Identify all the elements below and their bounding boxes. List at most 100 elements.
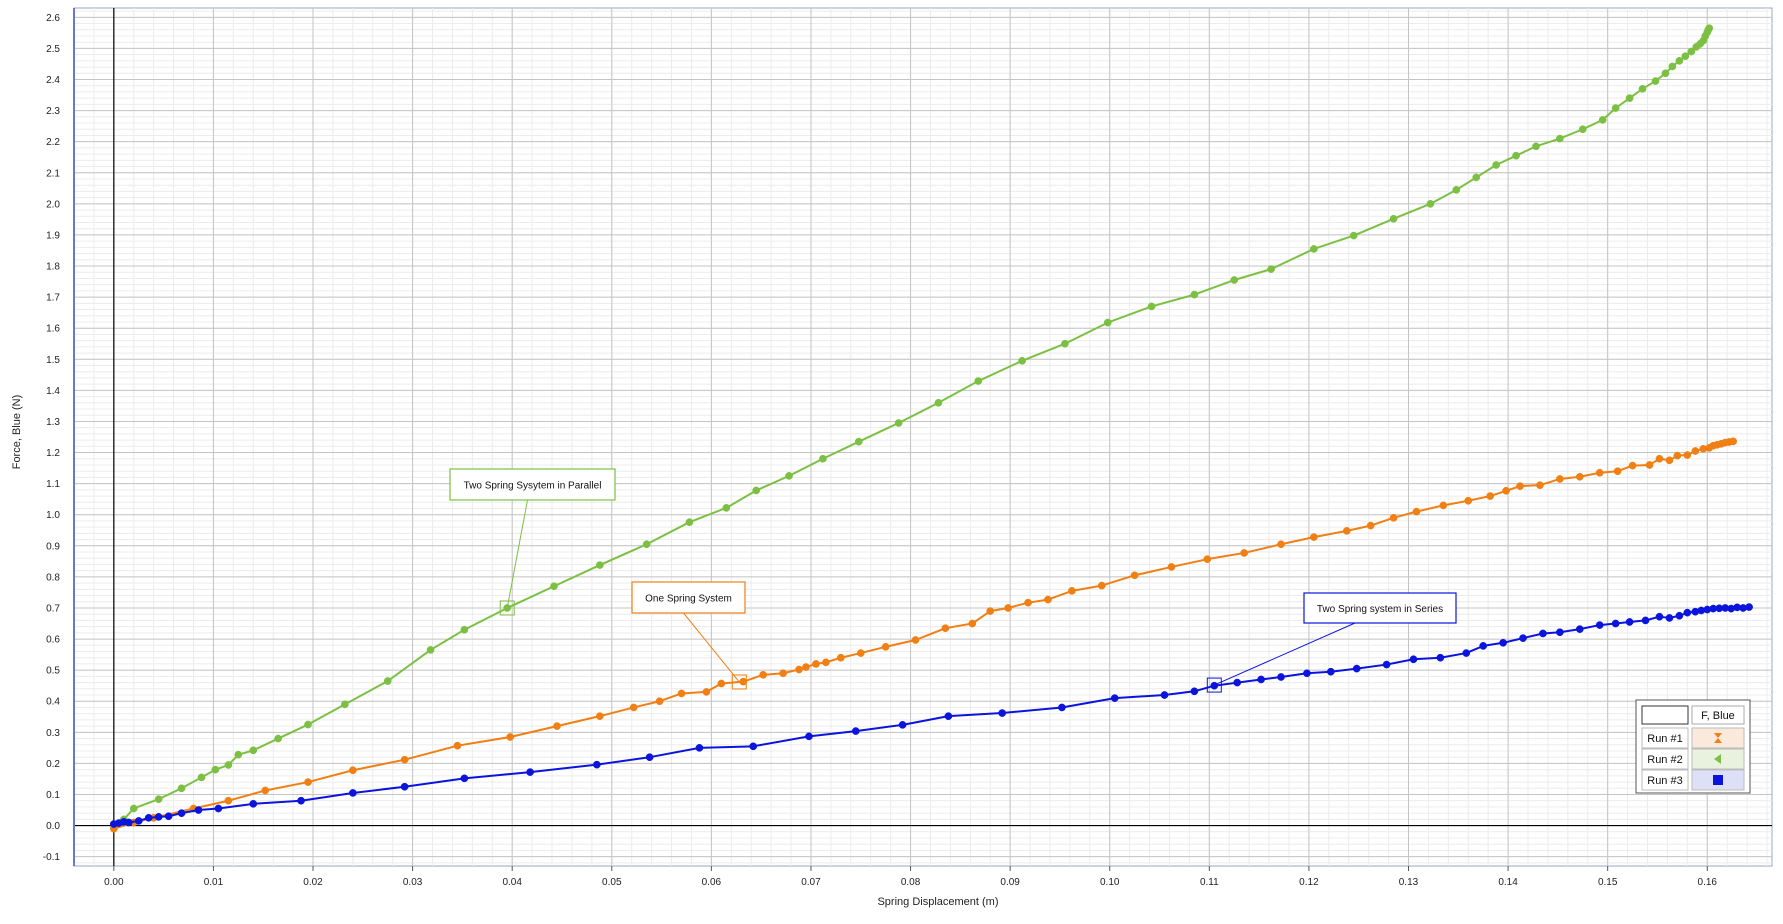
data-point-series-1	[1486, 492, 1495, 500]
y-tick-label: 1.4	[46, 386, 60, 397]
data-point-series-1	[759, 670, 768, 679]
data-point-series-1	[400, 755, 409, 764]
data-point-series-2	[1230, 276, 1239, 284]
data-point-series-2	[460, 625, 469, 634]
x-tick-label: 0.15	[1598, 877, 1618, 888]
y-tick-label: 1.5	[46, 355, 60, 366]
data-point-series-3	[154, 813, 163, 821]
x-tick-label: 0.10	[1100, 877, 1120, 888]
y-tick-label: 0.8	[46, 572, 60, 583]
data-point-series-1	[261, 786, 270, 795]
x-tick-label: 0.00	[104, 877, 124, 888]
data-point-series-2	[752, 486, 761, 495]
data-point-series-2	[1651, 77, 1660, 85]
data-point-series-1	[941, 624, 950, 633]
data-point-series-1	[968, 619, 977, 628]
data-point-series-1	[1595, 468, 1604, 477]
callout-label: Two Spring system in Series	[1317, 604, 1443, 615]
data-point-series-3	[1611, 619, 1620, 628]
x-tick-label: 0.03	[403, 877, 423, 888]
series-layer	[109, 24, 1753, 833]
data-point-series-3	[526, 768, 534, 776]
data-point-series-3	[1210, 681, 1219, 690]
data-point-series-2	[1532, 142, 1540, 151]
data-point-series-1	[822, 658, 830, 667]
data-point-series-2	[1190, 290, 1199, 299]
data-point-series-3	[1499, 638, 1507, 647]
data-point-series-1	[553, 722, 561, 730]
y-tick-label: 1.3	[46, 417, 60, 428]
y-tick-label: 2.1	[46, 168, 60, 179]
data-point-series-1	[702, 688, 711, 696]
data-point-series-3	[134, 817, 143, 825]
data-point-series-1	[1310, 533, 1318, 541]
left-triangle-icon	[1714, 754, 1721, 764]
data-point-series-2	[722, 504, 731, 512]
annotation-layer: Two Spring Sysytem in Parallel One Spring…	[449, 468, 1457, 693]
y-tick-label: 0.2	[46, 759, 60, 770]
x-tick-label: 0.13	[1399, 877, 1419, 888]
data-point-series-3	[1058, 703, 1066, 712]
data-point-series-3	[851, 727, 860, 735]
data-point-series-2	[341, 700, 349, 709]
data-point-series-1	[1502, 486, 1510, 495]
callout-leader-line	[506, 499, 528, 609]
data-point-series-1	[1645, 461, 1654, 469]
data-point-series-2	[154, 795, 163, 804]
data-point-series-1	[1130, 571, 1139, 580]
data-point-series-2	[1452, 186, 1461, 194]
data-point-series-1	[1412, 507, 1421, 516]
data-point-series-3	[998, 709, 1007, 717]
legend-entry-label: Run #3	[1647, 775, 1682, 787]
data-point-series-1	[802, 663, 810, 671]
data-point-series-1	[812, 660, 820, 668]
x-tick-label: 0.08	[901, 877, 921, 888]
data-point-series-3	[1519, 634, 1527, 642]
plot-area	[73, 7, 1773, 867]
data-point-series-3	[749, 742, 758, 751]
data-point-series-1	[911, 636, 920, 644]
legend-header-label: F, Blue	[1701, 710, 1735, 722]
data-point-series-2	[1103, 318, 1112, 327]
y-tick-label: 1.8	[46, 262, 60, 273]
data-point-series-2	[234, 750, 243, 759]
data-point-series-3	[1539, 629, 1547, 638]
legend-header-cell	[1691, 705, 1745, 725]
data-point-series-3	[1675, 611, 1684, 620]
data-point-series-3	[349, 789, 357, 797]
data-point-series-2	[934, 398, 943, 407]
data-point-series-3	[1479, 642, 1488, 650]
x-tick-label: 0.07	[801, 877, 821, 888]
data-point-series-3	[1595, 621, 1604, 629]
data-point-series-3	[1190, 687, 1199, 696]
data-point-series-1	[856, 649, 865, 657]
callout-target-marker	[499, 600, 515, 616]
legend-header-blank	[1641, 705, 1689, 725]
y-tick-label: -0.1	[43, 852, 61, 863]
data-point-series-3	[1233, 678, 1242, 687]
data-point-series-2	[211, 765, 220, 774]
callout-leader-line	[683, 612, 740, 683]
data-point-series-3	[1575, 625, 1584, 633]
data-point-series-1	[224, 796, 233, 805]
data-point-series-1	[304, 778, 312, 786]
series-line-2	[113, 27, 1711, 825]
data-point-series-3	[1257, 675, 1265, 684]
data-point-series-3	[297, 796, 305, 805]
data-point-series-1	[1004, 604, 1012, 612]
x-tick-label: 0.04	[502, 877, 522, 888]
data-point-series-3	[1556, 628, 1564, 637]
data-point-series-2	[1578, 125, 1587, 134]
callout-box	[1303, 592, 1457, 624]
data-point-series-2	[550, 582, 558, 591]
data-point-series-3	[194, 806, 203, 814]
legend-label-cell	[1641, 727, 1689, 749]
data-point-series-2	[1705, 24, 1714, 33]
y-axis-title: Force, Blue (N)	[11, 395, 23, 470]
data-point-series-1	[1655, 454, 1664, 463]
callout-box	[449, 468, 616, 501]
x-tick-label: 0.16	[1698, 877, 1718, 888]
data-point-series-2	[1661, 69, 1670, 78]
data-point-series-1	[1439, 501, 1448, 510]
y-tick-label: 0.0	[46, 821, 60, 832]
